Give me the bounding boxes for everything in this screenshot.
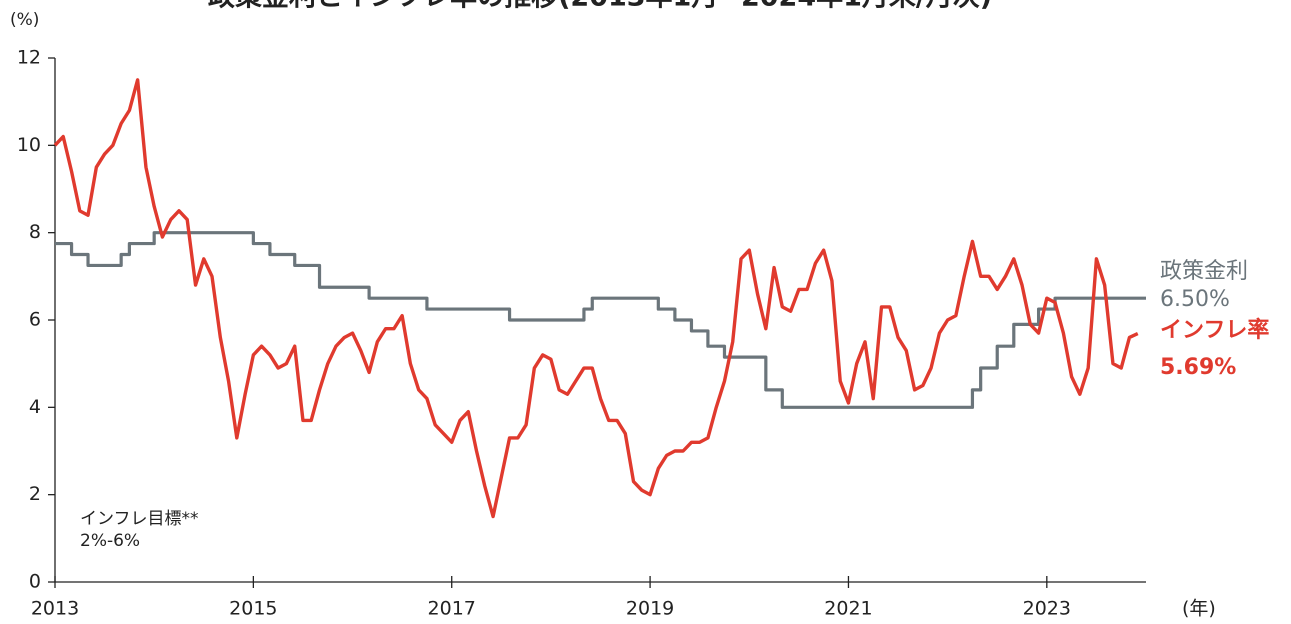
y-tick-label: 12: [17, 47, 41, 69]
y-tick-label: 6: [29, 309, 41, 331]
y-tick-label: 0: [29, 571, 41, 593]
x-tick-label: 2017: [428, 598, 476, 620]
x-tick-label: 2023: [1023, 598, 1071, 620]
end-value-label: 6.50%: [1160, 287, 1230, 312]
y-tick-label: 4: [29, 396, 41, 418]
y-tick-label: 10: [17, 134, 41, 156]
annotation: インフレ目標**: [80, 509, 199, 529]
x-tick-label: 2015: [229, 598, 277, 620]
annotation: 2%-6%: [80, 531, 140, 551]
y-tick-label: 8: [29, 221, 41, 243]
chart-title: 政策金利とインフレ率の推移(2013年1月~2024年1月末/月次): [208, 0, 992, 13]
y-axis-label: (%): [10, 10, 39, 30]
legend-label: 政策金利: [1160, 259, 1248, 284]
y-tick-label: 2: [29, 483, 41, 505]
x-tick-label: 2021: [824, 598, 872, 620]
x-axis-label: (年): [1182, 598, 1216, 620]
x-tick-label: 2019: [626, 598, 674, 620]
series-line: [53, 78, 1139, 519]
legend-label: インフレ率: [1160, 317, 1269, 343]
end-value-label: 5.69%: [1160, 355, 1236, 380]
series-line: [55, 231, 1146, 409]
x-tick-label: 2013: [31, 598, 79, 620]
